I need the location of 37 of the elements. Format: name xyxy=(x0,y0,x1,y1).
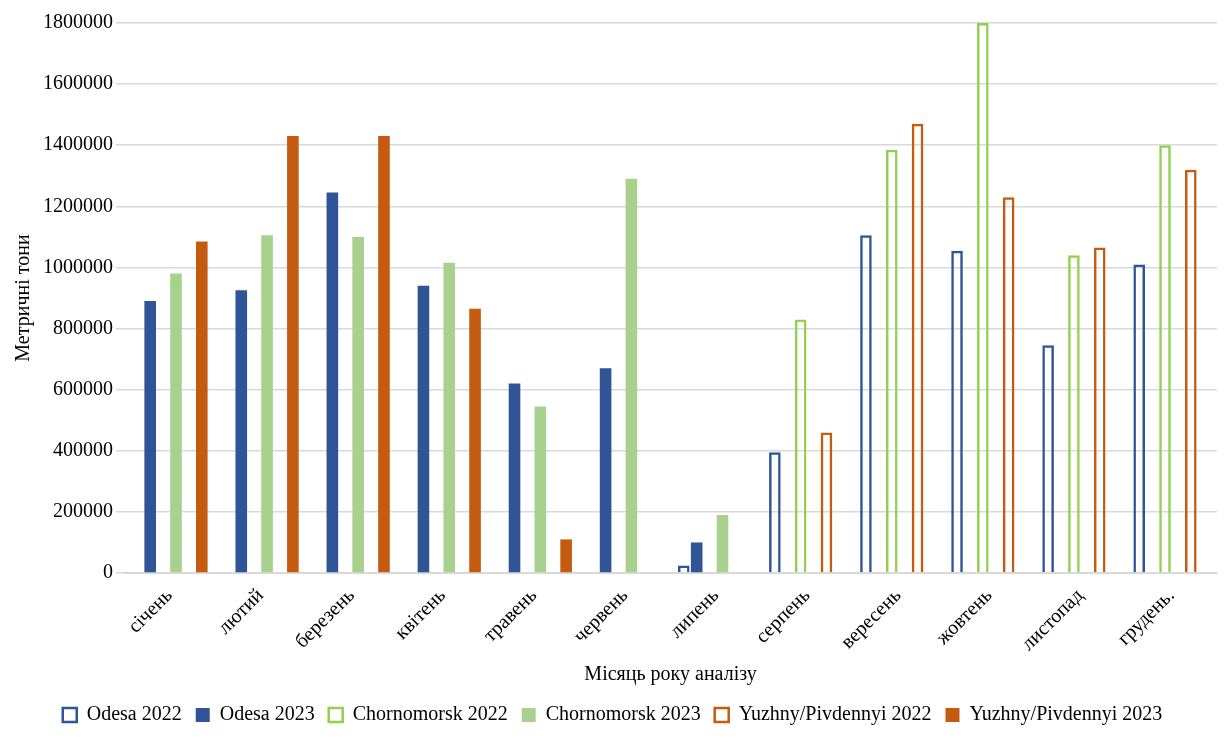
legend-label: Yuzhny/Pivdennyi 2023 xyxy=(969,702,1163,726)
y-tick-label: 1000000 xyxy=(43,254,113,277)
y-axis-title: Метричні тони xyxy=(11,234,35,362)
bar xyxy=(716,514,729,573)
bar xyxy=(690,542,703,573)
bar xyxy=(560,539,572,573)
bar xyxy=(417,285,430,573)
legend-label: Odesa 2023 xyxy=(219,702,315,725)
y-tick-label: 1400000 xyxy=(43,132,113,155)
y-tick-label: 1200000 xyxy=(43,193,113,216)
bar xyxy=(534,406,547,573)
y-tick-label: 800000 xyxy=(53,315,113,338)
y-tick-label: 400000 xyxy=(53,438,113,461)
bar xyxy=(508,383,521,573)
bar xyxy=(195,241,208,573)
legend-label: Yuzhny/Pivdennyi 2022 xyxy=(738,702,932,726)
y-tick-label: 600000 xyxy=(53,376,113,399)
bar xyxy=(443,262,456,573)
bar xyxy=(469,308,481,573)
bar xyxy=(625,178,638,573)
y-tick-label: 1800000 xyxy=(43,10,113,33)
bar xyxy=(170,273,182,573)
bar xyxy=(378,136,390,573)
bar xyxy=(235,290,248,573)
bar xyxy=(599,368,612,573)
bar xyxy=(287,136,299,573)
legend-label: Chornomorsk 2022 xyxy=(352,702,508,725)
y-tick-label: 0 xyxy=(103,560,113,583)
bar xyxy=(261,235,273,573)
bar xyxy=(144,301,156,573)
legend-label: Chornomorsk 2023 xyxy=(545,702,701,725)
y-tick-label: 200000 xyxy=(53,499,113,522)
bar xyxy=(326,192,339,573)
bar xyxy=(352,236,364,573)
x-axis-title: Місяць року аналізу xyxy=(584,662,757,686)
legend-label: Odesa 2022 xyxy=(86,702,182,725)
y-tick-label: 1600000 xyxy=(43,71,113,94)
